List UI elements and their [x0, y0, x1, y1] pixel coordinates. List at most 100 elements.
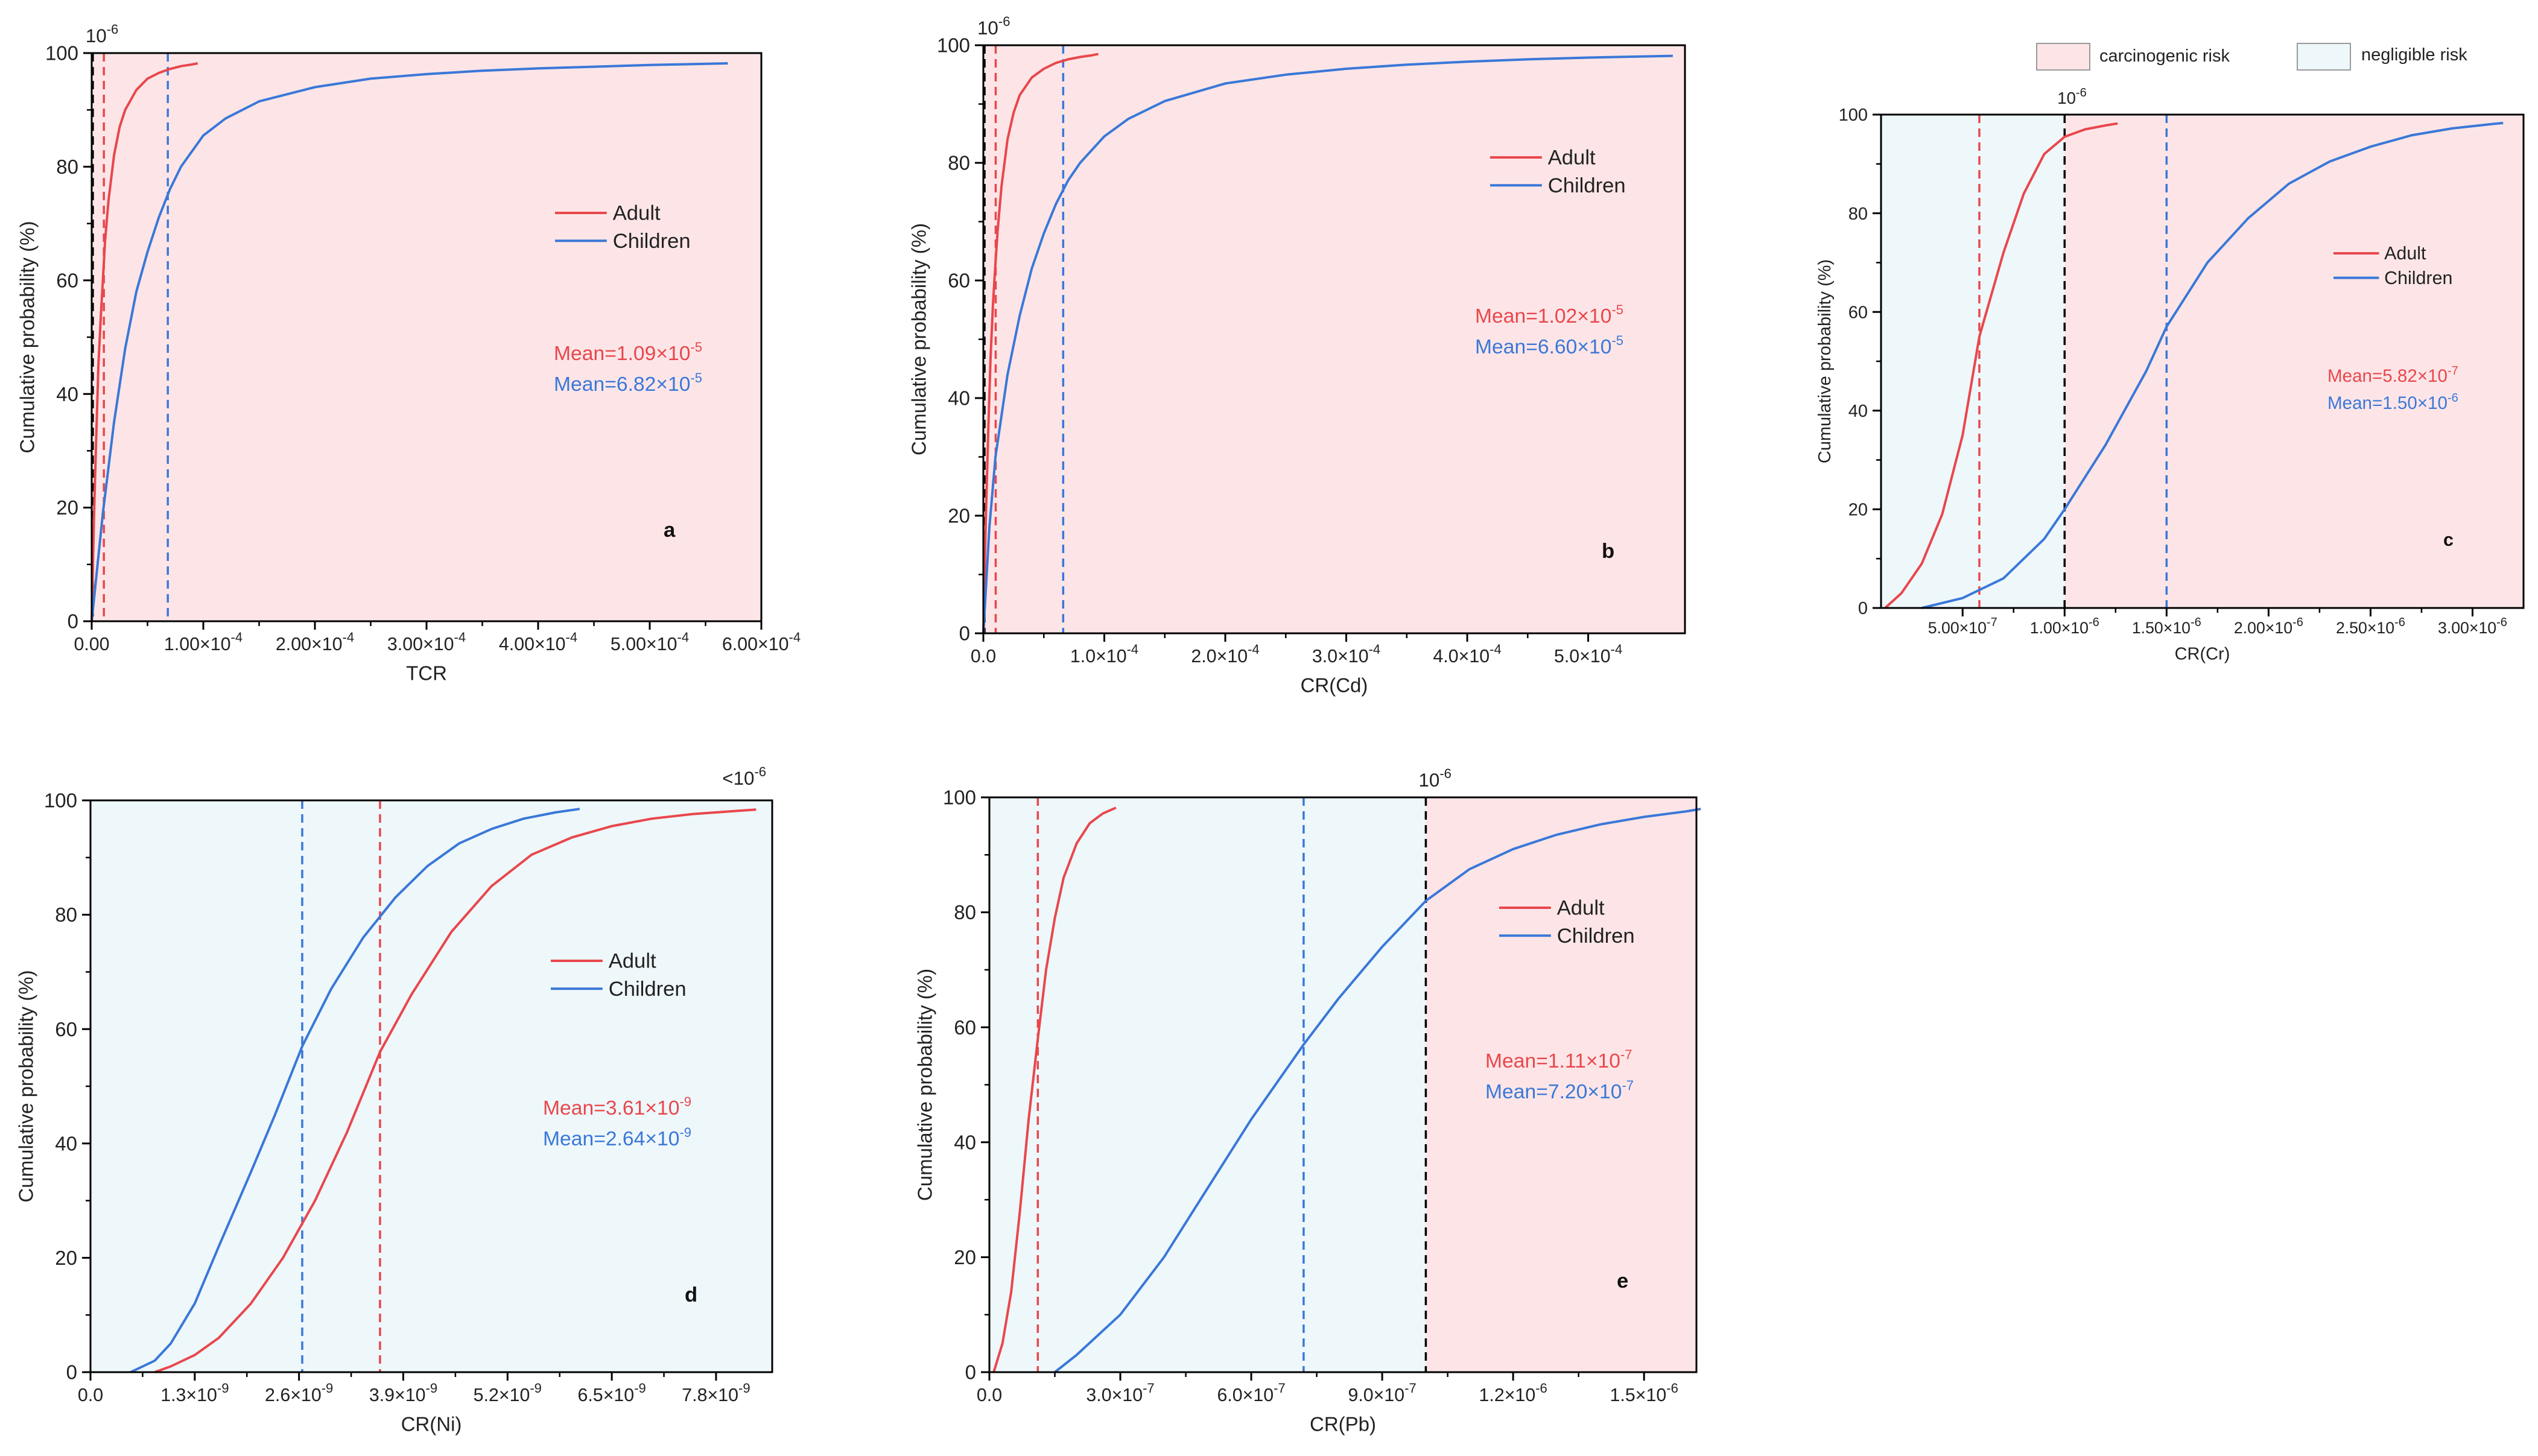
y-tick-label: 80 — [948, 152, 970, 174]
y-tick-label: 0 — [1858, 599, 1868, 618]
legend-label-adult: Adult — [1548, 147, 1596, 169]
series-line-adult — [90, 62, 198, 622]
mean-annotation-adult: Mean=5.82×10-7 — [2327, 364, 2458, 386]
x-axis-title: CR(Cd) — [1301, 674, 1368, 696]
legend-label-children: Children — [2384, 268, 2452, 288]
x-tick-label: 9.0×10-7 — [1348, 1381, 1416, 1405]
x-tick-label: 2.6×10-9 — [265, 1381, 333, 1405]
y-axis-title: Cumulative probability (%) — [14, 970, 37, 1202]
x-tick-label: 0.0 — [971, 647, 996, 666]
mean-annotation-children: Mean=1.50×10-6 — [2327, 391, 2458, 413]
series-line-adult — [1884, 122, 2118, 609]
series-line-children — [90, 62, 728, 622]
y-tick-label: 20 — [1848, 501, 1868, 520]
x-tick-label: 1.5×10-6 — [1610, 1381, 1678, 1405]
y-tick-label: 20 — [954, 1246, 976, 1268]
x-tick-label: 0.00 — [74, 635, 109, 654]
x-tick-label: 1.00×10-6 — [2030, 616, 2099, 637]
chart-panel-d: <10-6 0 20 40 60 80 100 0.0 1.3×10-9 2.6×10-9 3.9×… — [14, 764, 773, 1435]
y-axis-title: Cumulative probability (%) — [907, 223, 930, 455]
x-tick-label: 2.00×10-4 — [276, 630, 354, 654]
threshold-label: 10-6 — [2057, 86, 2086, 107]
y-axis-title: Cumulative probability (%) — [913, 969, 936, 1201]
chart-panel-c: 10-6 0 20 40 60 80 100 5.00×10-7 1.00×10-6 1.50×1… — [1815, 86, 2525, 664]
legend-label-adult: Adult — [609, 950, 656, 973]
mean-annotation-adult: Mean=3.61×10-9 — [543, 1094, 691, 1119]
x-axis-title: CR(Ni) — [401, 1413, 462, 1435]
y-tick-label: 20 — [948, 505, 970, 527]
y-tick-label: 60 — [55, 1018, 77, 1040]
chart-panel-a: 10-6 0 20 40 60 80 100 0.00 1.00×10-4 2.00×10-4 3.… — [16, 22, 801, 684]
threshold-label: <10-6 — [722, 764, 766, 789]
panel-letter: b — [1602, 540, 1614, 563]
mean-annotation-children: Mean=2.64×10-9 — [543, 1125, 691, 1150]
carcinogenic-risk-swatch — [2036, 43, 2090, 71]
threshold-label: 10-6 — [86, 22, 118, 46]
panel-letter: a — [664, 519, 676, 542]
panel-letter: e — [1617, 1270, 1628, 1293]
x-tick-label: 2.0×10-4 — [1191, 642, 1259, 666]
x-tick-label: 5.00×10-7 — [1928, 616, 1997, 637]
y-tick-label: 60 — [1848, 303, 1868, 322]
x-tick-label: 1.00×10-4 — [164, 630, 243, 654]
negligible-risk-label: negligible risk — [2361, 45, 2467, 65]
x-tick-label: 5.2×10-9 — [474, 1381, 542, 1405]
legend-label-adult: Adult — [613, 202, 661, 225]
y-tick-label: 0 — [959, 622, 970, 645]
mean-annotation-children: Mean=6.82×10-5 — [554, 370, 702, 396]
y-tick-label: 100 — [937, 34, 970, 57]
x-tick-label: 3.00×10-4 — [387, 630, 466, 654]
chart-panel-b: 10-6 0 20 40 60 80 100 0.0 1.0×10-4 2.0×10-4 3.0×1… — [907, 14, 1686, 696]
y-tick-label: 60 — [948, 270, 970, 292]
y-tick-label: 80 — [1848, 204, 1868, 224]
y-tick-label: 60 — [56, 269, 78, 291]
x-tick-label: 6.5×10-9 — [577, 1381, 646, 1405]
series-line-adult — [154, 808, 757, 1373]
y-tick-label: 0 — [66, 1361, 77, 1384]
y-tick-label: 60 — [954, 1016, 976, 1039]
x-tick-label: 5.00×10-4 — [611, 630, 689, 654]
y-tick-label: 80 — [56, 156, 78, 178]
x-tick-label: 1.2×10-6 — [1479, 1381, 1547, 1405]
x-tick-label: 3.0×10-4 — [1312, 642, 1380, 666]
legend-label-children: Children — [613, 230, 691, 253]
x-tick-label: 3.9×10-9 — [369, 1381, 437, 1405]
legend-label-children: Children — [1548, 174, 1626, 197]
y-tick-label: 20 — [56, 496, 78, 519]
series-line-children — [1054, 808, 1701, 1373]
mean-annotation-adult: Mean=1.09×10-5 — [554, 340, 702, 365]
threshold-label: 10-6 — [977, 14, 1010, 39]
y-tick-label: 100 — [943, 787, 976, 809]
series-line-children — [130, 808, 580, 1373]
legend-label-adult: Adult — [2384, 243, 2426, 264]
x-tick-label: 1.50×10-6 — [2132, 616, 2201, 637]
y-tick-label: 100 — [1839, 106, 1868, 125]
y-tick-label: 0 — [965, 1361, 976, 1384]
y-tick-label: 100 — [45, 42, 78, 65]
y-tick-label: 40 — [954, 1131, 976, 1153]
y-tick-label: 80 — [954, 901, 976, 923]
panel-letter: c — [2443, 530, 2454, 550]
x-tick-label: 2.50×10-6 — [2336, 616, 2405, 637]
carcinogenic-risk-region — [1426, 797, 1696, 1372]
series-line-adult — [992, 806, 1117, 1373]
carcinogenic-risk-region — [985, 45, 1685, 633]
x-tick-label: 1.0×10-4 — [1070, 642, 1138, 666]
x-tick-label: 3.00×10-6 — [2438, 616, 2507, 637]
y-tick-label: 0 — [68, 610, 78, 633]
x-tick-label: 6.0×10-7 — [1217, 1381, 1285, 1405]
y-axis-title: Cumulative probability (%) — [16, 221, 38, 453]
negligible-risk-region — [1881, 115, 2065, 608]
y-tick-label: 40 — [56, 383, 78, 405]
y-tick-label: 40 — [1848, 402, 1868, 421]
negligible-risk-region — [989, 797, 1426, 1372]
carcinogenic-risk-label: carcinogenic risk — [2099, 46, 2230, 66]
y-axis-title: Cumulative probability (%) — [1815, 259, 1835, 463]
carcinogenic-risk-region — [92, 53, 762, 621]
carcinogenic-risk-region — [2064, 115, 2524, 608]
legend-label-children: Children — [1557, 925, 1635, 948]
x-tick-label: 1.3×10-9 — [160, 1381, 229, 1405]
x-tick-label: 0.0 — [977, 1385, 1002, 1405]
x-tick-label: 2.00×10-6 — [2234, 616, 2303, 637]
